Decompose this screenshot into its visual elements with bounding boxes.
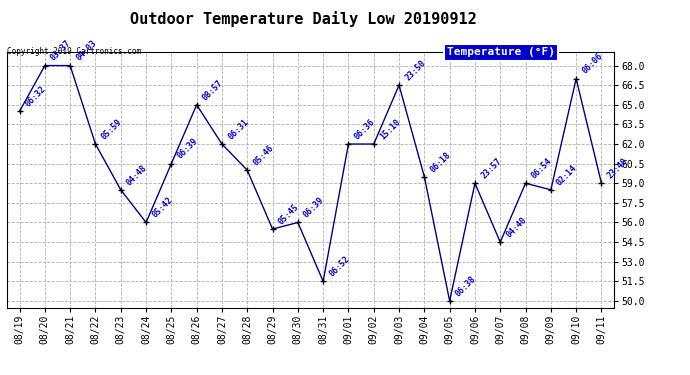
Text: 02:14: 02:14 [555, 163, 579, 187]
Text: Outdoor Temperature Daily Low 20190912: Outdoor Temperature Daily Low 20190912 [130, 11, 477, 27]
Text: 08:57: 08:57 [201, 78, 225, 102]
Text: 06:39: 06:39 [175, 137, 199, 161]
Text: 04:48: 04:48 [125, 163, 149, 187]
Text: 05:46: 05:46 [251, 143, 275, 167]
Text: Copyright 2019 Cartronics.com: Copyright 2019 Cartronics.com [7, 47, 141, 56]
Text: 23:40: 23:40 [606, 156, 630, 180]
Text: 15:10: 15:10 [378, 117, 402, 141]
Text: 06:54: 06:54 [530, 156, 554, 180]
Text: 05:42: 05:42 [150, 196, 175, 220]
Text: 06:32: 06:32 [23, 84, 48, 109]
Text: 05:59: 05:59 [99, 117, 124, 141]
Text: 06:38: 06:38 [454, 274, 478, 298]
Text: 06:31: 06:31 [226, 117, 250, 141]
Text: 06:52: 06:52 [327, 255, 351, 279]
Text: 06:39: 06:39 [302, 196, 326, 220]
Text: 04:40: 04:40 [504, 215, 529, 239]
Text: 23:50: 23:50 [403, 58, 427, 82]
Text: 04:03: 04:03 [75, 39, 99, 63]
Text: 06:36: 06:36 [353, 117, 377, 141]
Text: 06:06: 06:06 [580, 52, 604, 76]
Text: 03:37: 03:37 [49, 39, 73, 63]
Text: 06:18: 06:18 [428, 150, 453, 174]
Text: 05:45: 05:45 [277, 202, 301, 226]
Text: 23:57: 23:57 [479, 156, 503, 180]
Text: Temperature (°F): Temperature (°F) [447, 47, 555, 57]
